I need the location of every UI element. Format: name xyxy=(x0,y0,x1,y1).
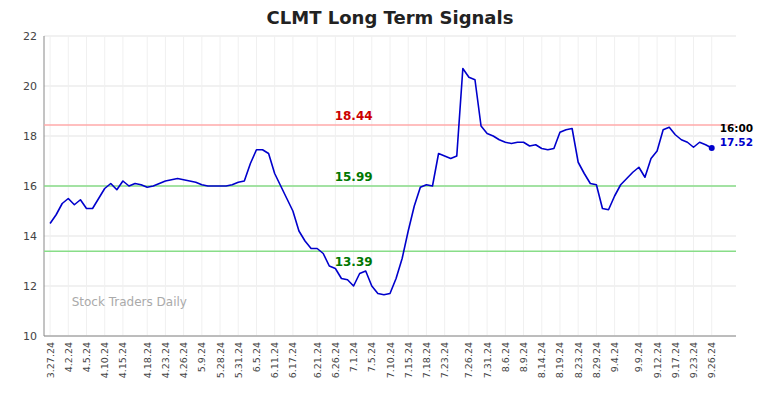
y-tick-label: 12 xyxy=(23,280,37,293)
x-tick-label: 8.29.24 xyxy=(591,342,602,378)
reference-label: 18.44 xyxy=(335,109,373,123)
x-tick-label: 8.23.24 xyxy=(573,342,584,378)
x-tick-label: 7.5.24 xyxy=(366,342,377,372)
reference-line xyxy=(44,124,736,126)
x-tick-label: 4.5.24 xyxy=(81,342,92,372)
grid-line xyxy=(44,336,736,337)
reference-lines xyxy=(44,125,736,251)
chart-svg: 10 12 14 16 18 20 22 3.27.24 4.2.24 4.5.24 4.10.24… xyxy=(0,0,784,398)
y-tick-label: 20 xyxy=(23,80,37,93)
x-tick-label: 7.31.24 xyxy=(482,342,493,378)
y-tick-label: 18 xyxy=(23,130,37,143)
x-tick-label: 7.15.24 xyxy=(403,342,414,378)
x-tick-label: 9.17.24 xyxy=(670,342,681,378)
x-tick-label: 3.27.24 xyxy=(45,342,56,378)
last-annotation: 16:00 xyxy=(720,122,753,134)
chart-root: 10 12 14 16 18 20 22 3.27.24 4.2.24 4.5.24 4.10.24… xyxy=(0,0,784,398)
reference-label: 13.39 xyxy=(335,255,373,269)
y-tick-label: 10 xyxy=(23,330,37,343)
x-tick-label: 5.31.24 xyxy=(233,342,244,378)
x-tick-label: 9.23.24 xyxy=(688,342,699,378)
y-tick-label: 22 xyxy=(23,30,37,43)
x-tick-label: 4.26.24 xyxy=(178,342,189,378)
x-tick-label: 8.14.24 xyxy=(536,342,547,378)
x-tick-label: 8.6.24 xyxy=(500,342,511,372)
x-tick-label: 9.9.24 xyxy=(633,342,644,372)
x-tick-label: 4.15.24 xyxy=(117,342,128,378)
title: CLMT Long Term Signals xyxy=(267,7,514,28)
x-tick-label: 4.18.24 xyxy=(142,342,153,378)
x-tick-label: 4.2.24 xyxy=(63,342,74,372)
x-tick-label: 6.11.24 xyxy=(269,342,280,378)
plot-data xyxy=(50,69,715,295)
reference-line xyxy=(44,251,736,253)
x-tick-label: 6.17.24 xyxy=(287,342,298,378)
reference-label: 15.99 xyxy=(335,170,373,184)
x-tick-label: 4.10.24 xyxy=(99,342,110,378)
y-tick-label: 14 xyxy=(23,230,37,243)
x-tick-label: 9.12.24 xyxy=(652,342,663,378)
x-tick-label: 7.18.24 xyxy=(421,342,432,378)
x-tick-label: 5.9.24 xyxy=(196,342,207,372)
x-tick-label: 7.26.24 xyxy=(463,342,474,378)
x-axis-line xyxy=(44,336,736,337)
x-tick-label: 5.28.24 xyxy=(215,342,226,378)
last-annotation: 17.52 xyxy=(720,136,753,148)
x-axis: 3.27.24 4.2.24 4.5.24 4.10.24 4.15.24 4.18.24… xyxy=(45,342,718,378)
grid xyxy=(44,36,736,336)
x-tick-label: 8.19.24 xyxy=(554,342,565,378)
x-tick-label: 6.26.24 xyxy=(330,342,341,378)
x-tick-label: 6.5.24 xyxy=(251,342,262,372)
x-tick-label: 7.23.24 xyxy=(439,342,450,378)
watermark: Stock Traders Daily xyxy=(72,295,187,309)
x-tick-label: 9.26.24 xyxy=(706,342,717,378)
last-point xyxy=(709,145,715,151)
x-tick-label: 7.1.24 xyxy=(348,342,359,372)
x-tick-label: 4.23.24 xyxy=(160,342,171,378)
x-tick-label: 7.10.24 xyxy=(385,342,396,378)
x-tick-label: 8.9.24 xyxy=(518,342,529,372)
price-line xyxy=(50,69,712,295)
x-tick-label: 6.21.24 xyxy=(312,342,323,378)
x-tick-label: 9.4.24 xyxy=(609,342,620,372)
y-tick-label: 16 xyxy=(23,180,37,193)
